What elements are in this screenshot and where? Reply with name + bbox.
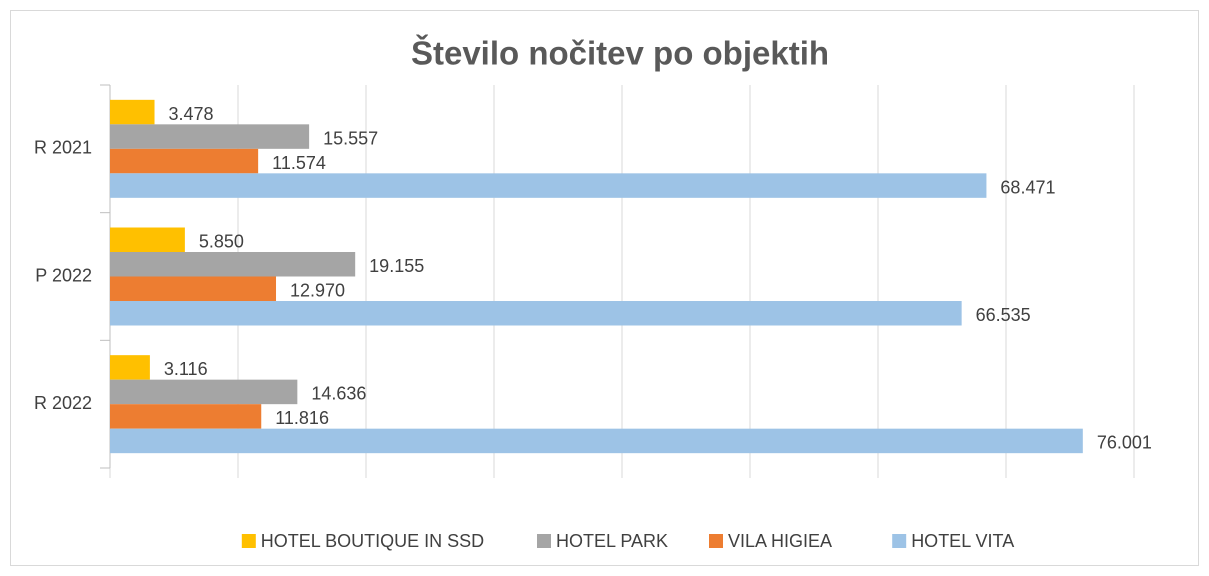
chart-title: Število nočitev po objektih xyxy=(411,34,829,72)
data-label: 14.636 xyxy=(311,384,366,404)
legend-label: HOTEL VITA xyxy=(911,531,1014,551)
bar xyxy=(110,404,262,429)
legend-label: HOTEL PARK xyxy=(556,531,668,551)
data-label: 11.816 xyxy=(275,408,329,428)
bar xyxy=(110,252,356,277)
data-label: 3.116 xyxy=(164,359,208,379)
bar xyxy=(110,99,155,125)
data-label: 12.970 xyxy=(290,281,345,301)
legend-label: HOTEL BOUTIQUE IN SSD xyxy=(261,531,484,551)
bar xyxy=(110,173,987,198)
legend-label: VILA HIGIEA xyxy=(728,531,832,551)
legend-swatch xyxy=(709,534,723,548)
bar xyxy=(110,276,277,301)
bar xyxy=(110,428,1083,454)
bar xyxy=(110,124,310,149)
y-tick-label: R 2022 xyxy=(34,393,92,413)
bar xyxy=(110,301,962,326)
bar xyxy=(110,148,259,174)
bar xyxy=(110,227,185,252)
data-label: 76.001 xyxy=(1097,433,1152,453)
legend-swatch xyxy=(892,534,907,548)
bar xyxy=(110,379,298,405)
data-label: 5.850 xyxy=(199,232,244,252)
y-tick-label: R 2021 xyxy=(34,138,92,158)
bar xyxy=(110,355,150,380)
legend-swatch xyxy=(537,534,551,548)
data-label: 15.557 xyxy=(323,128,378,148)
data-label: 19.155 xyxy=(369,256,424,276)
data-label: 66.535 xyxy=(976,305,1031,325)
data-label: 68.471 xyxy=(1000,177,1055,197)
legend-swatch xyxy=(241,534,256,548)
data-label: 3.478 xyxy=(169,104,214,124)
y-tick-label: P 2022 xyxy=(35,265,92,285)
data-label: 11.574 xyxy=(272,153,326,173)
